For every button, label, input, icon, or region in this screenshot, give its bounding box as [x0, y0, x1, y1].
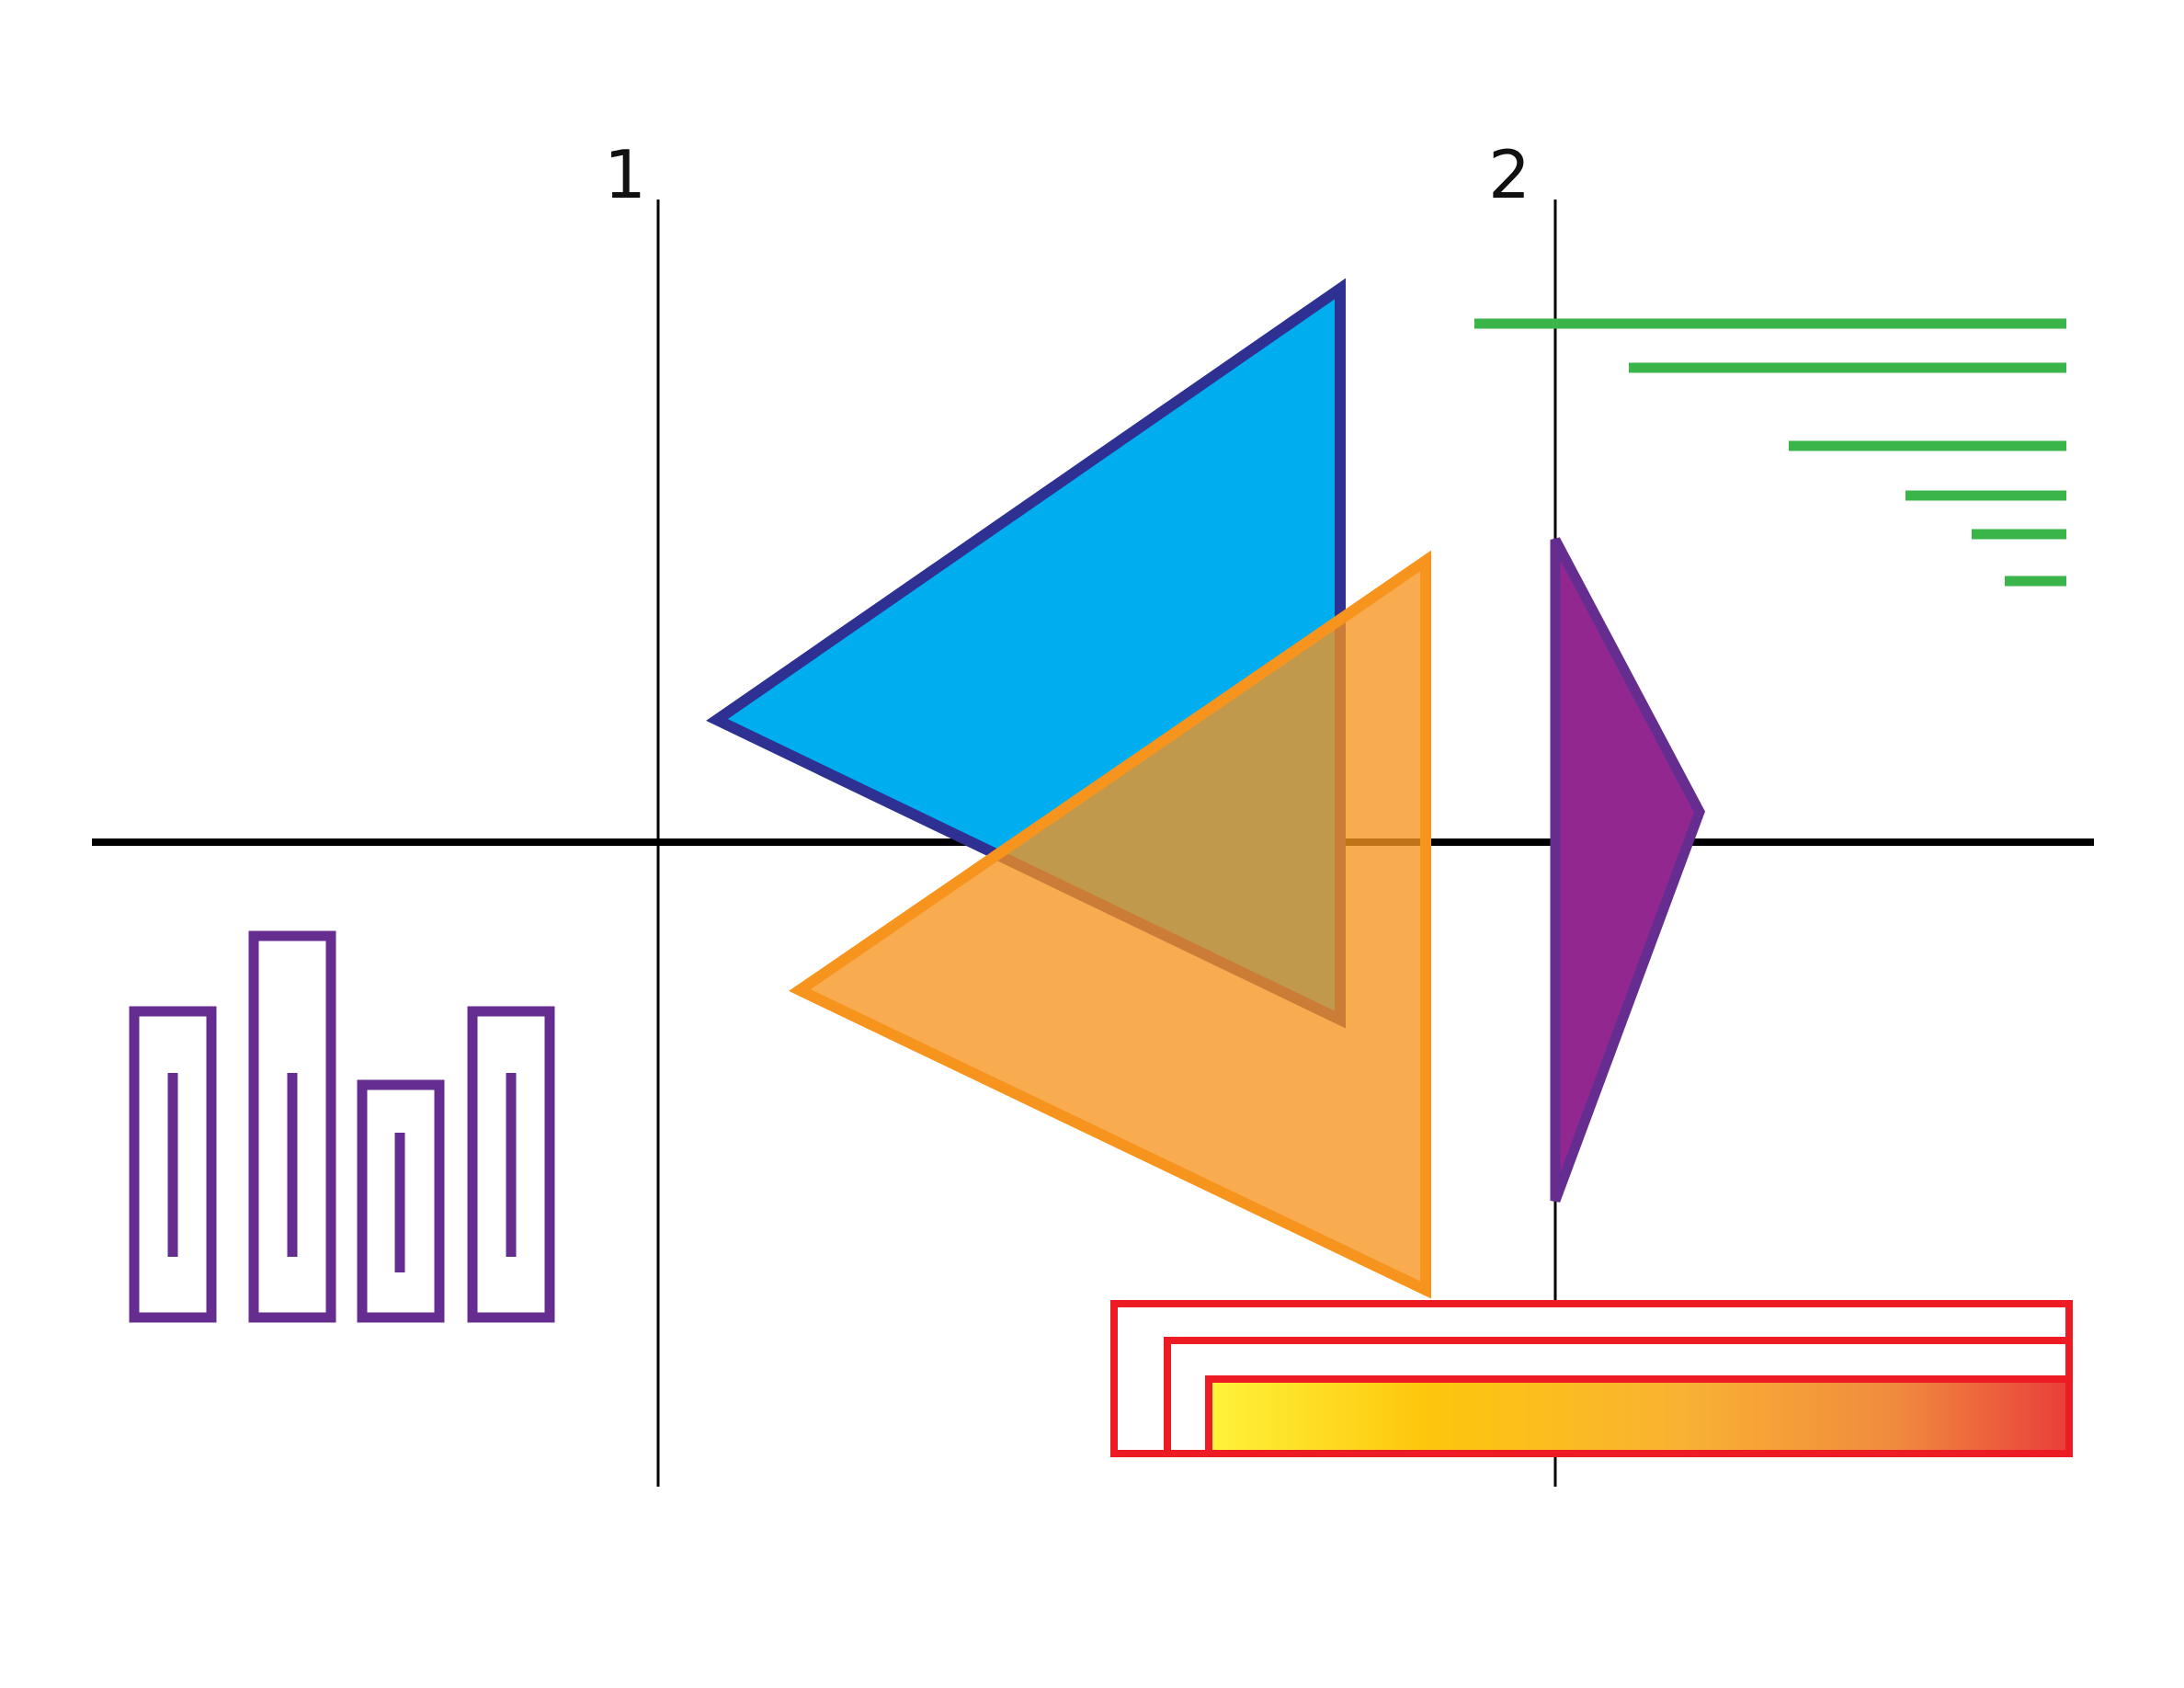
marker-label-1: 1	[604, 136, 646, 213]
marker-label-2: 2	[1488, 136, 1530, 213]
orange-triangle	[789, 550, 1431, 1299]
bar-outline-3	[357, 1079, 445, 1323]
gradient-fill-bar	[1205, 1375, 2073, 1457]
green-lines	[1474, 318, 2066, 587]
red-gradient-bar	[1110, 1300, 2073, 1457]
purple-kite	[1550, 537, 1706, 1203]
bar-outline-2	[248, 930, 336, 1323]
bar-icons	[129, 930, 555, 1323]
bar-outline-4	[467, 1006, 555, 1323]
bar-outline-1	[129, 1006, 217, 1323]
